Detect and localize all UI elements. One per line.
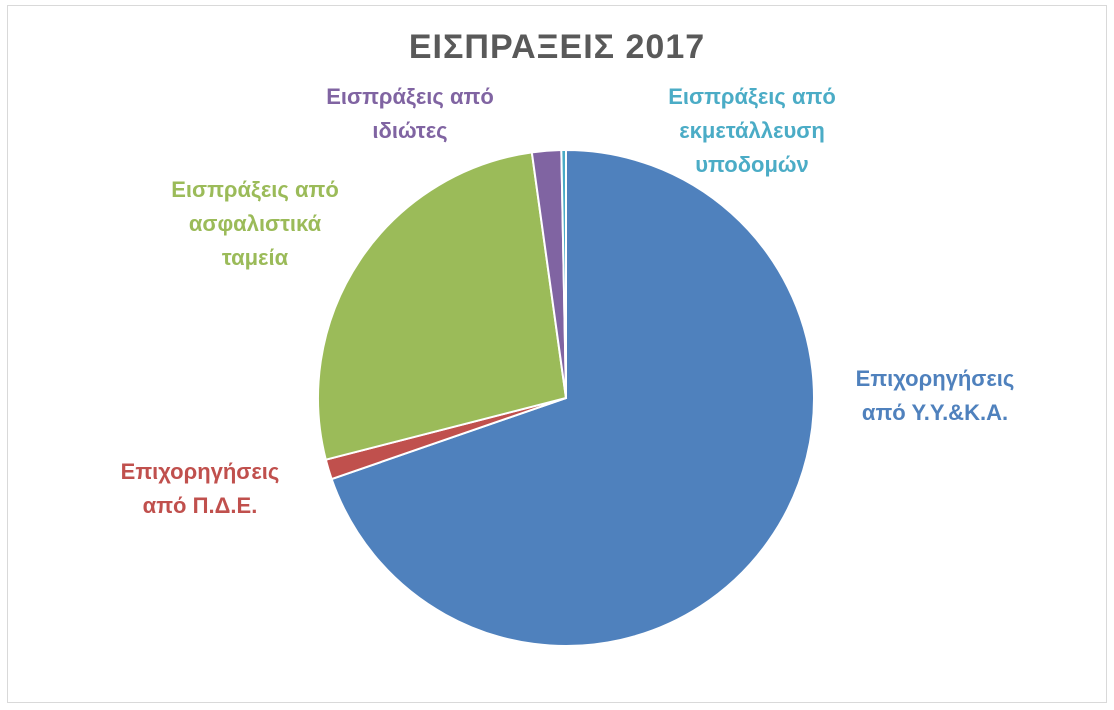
slice-label-pde: Επιχορηγήσεις από Π.Δ.Ε. (120, 459, 280, 518)
slice-label-infrastructure: Εισπράξεις από εκμετάλλευση υποδομών (668, 84, 836, 177)
slice-yyka (330, 148, 815, 647)
slice-insurance (317, 151, 568, 461)
slice-label-insurance: Εισπράξεις από ασφαλιστικά ταμεία (171, 177, 339, 270)
chart-title: ΕΙΣΠΡΑΞΕΙΣ 2017 (408, 28, 706, 66)
slice-label-yyka: Επιχορηγήσεις από Υ.Υ.&Κ.Α. (855, 366, 1015, 425)
slice-label-private: Εισπράξεις από ιδιώτες (326, 84, 494, 143)
slice-infrastructure (560, 148, 567, 399)
